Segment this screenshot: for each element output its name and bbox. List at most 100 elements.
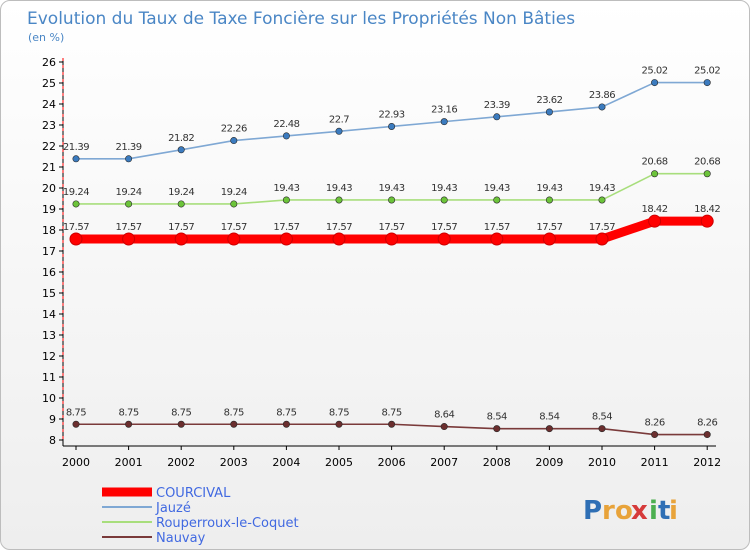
- data-label: 19.24: [116, 187, 142, 198]
- data-label: 17.57: [116, 222, 142, 233]
- data-label: 8.26: [697, 418, 717, 429]
- data-point: [598, 103, 606, 111]
- x-tick-label: 2011: [641, 456, 669, 469]
- chart-subtitle: (en %): [28, 31, 64, 44]
- data-labels: 8.75 8.75 8.75 8.75 8.75 8.75 8.75 8.64 8.54 8.54…: [63, 66, 721, 429]
- y-tick-label: 11: [42, 371, 56, 384]
- y-tick-label: 17: [42, 245, 56, 258]
- data-label: 18.42: [642, 204, 668, 215]
- data-label: 19.43: [431, 183, 457, 194]
- data-point: [388, 420, 396, 428]
- data-point: [332, 232, 346, 246]
- data-point: [651, 431, 659, 439]
- data-label: 17.57: [379, 222, 405, 233]
- x-tick-label: 2010: [588, 456, 616, 469]
- data-label: 21.39: [116, 142, 142, 153]
- data-point: [542, 232, 556, 246]
- x-tick-label: 2012: [693, 456, 721, 469]
- logo-letter: o: [615, 496, 633, 526]
- data-point: [227, 232, 241, 246]
- data-point: [703, 79, 711, 87]
- data-label: 23.39: [484, 100, 510, 111]
- data-point: [72, 420, 80, 428]
- y-tick-label: 15: [42, 287, 56, 300]
- x-tick-label: 2001: [115, 456, 143, 469]
- data-point: [437, 232, 451, 246]
- data-label: 19.24: [168, 187, 194, 198]
- y-tick-label: 23: [42, 119, 56, 132]
- data-label: 8.75: [276, 407, 296, 418]
- data-point: [648, 214, 662, 228]
- data-label: 8.54: [539, 412, 559, 423]
- data-label: 8.54: [592, 412, 612, 423]
- data-point: [125, 155, 133, 163]
- y-tick-label: 26: [42, 56, 56, 69]
- data-point: [335, 127, 343, 135]
- data-point: [174, 232, 188, 246]
- y-tick-label: 14: [42, 308, 56, 321]
- x-tick-label: 2003: [220, 456, 248, 469]
- data-point: [545, 108, 553, 116]
- x-tick-label: 2009: [535, 456, 563, 469]
- data-point: [703, 431, 711, 439]
- data-point: [72, 155, 80, 163]
- data-label: 17.57: [63, 222, 89, 233]
- y-tick-label: 10: [42, 392, 56, 405]
- data-point: [651, 170, 659, 178]
- data-point: [545, 196, 553, 204]
- y-tick-label: 8: [49, 434, 56, 447]
- data-point: [230, 200, 238, 208]
- data-label: 17.57: [484, 222, 510, 233]
- data-label: 19.43: [379, 183, 405, 194]
- chart-title: Evolution du Taux de Taxe Foncière sur l…: [27, 9, 575, 29]
- data-point: [282, 196, 290, 204]
- data-label: 22.93: [379, 109, 405, 120]
- data-label: 22.7: [329, 114, 349, 125]
- data-point: [490, 232, 504, 246]
- y-tick-label: 25: [42, 77, 56, 90]
- data-point: [703, 170, 711, 178]
- data-label: 20.68: [642, 157, 668, 168]
- data-point: [651, 79, 659, 87]
- data-label: 19.43: [589, 183, 615, 194]
- series-layer: [69, 79, 714, 439]
- y-tick-label: 20: [42, 182, 56, 195]
- data-label: 17.57: [221, 222, 247, 233]
- data-label: 8.75: [66, 407, 86, 418]
- data-point: [440, 423, 448, 431]
- data-label: 25.02: [694, 66, 720, 77]
- data-label: 19.43: [326, 183, 352, 194]
- data-label: 17.57: [431, 222, 457, 233]
- data-point: [493, 425, 501, 433]
- data-label: 17.57: [273, 222, 299, 233]
- data-point: [545, 425, 553, 433]
- legend-label: Jauzé: [155, 501, 191, 516]
- y-tick-label: 19: [42, 203, 56, 216]
- data-label: 23.16: [431, 105, 457, 116]
- data-label: 20.68: [694, 157, 720, 168]
- data-label: 8.75: [118, 407, 138, 418]
- axes: 8 9 10 11 12 13 14 15 16 17 18 19 20 21 22 23 24 25 26 2000…: [42, 56, 721, 469]
- logo-letter: i: [649, 496, 658, 526]
- data-label: 8.54: [487, 412, 507, 423]
- data-point: [230, 137, 238, 145]
- data-point: [595, 232, 609, 246]
- data-point: [388, 122, 396, 130]
- data-point: [72, 200, 80, 208]
- data-label: 8.75: [381, 407, 401, 418]
- legend-label: Nauvay: [156, 531, 206, 546]
- data-label: 23.86: [589, 90, 615, 101]
- data-label: 23.62: [536, 95, 562, 106]
- x-tick-label: 2000: [62, 456, 90, 469]
- data-label: 22.48: [273, 119, 299, 130]
- data-point: [125, 420, 133, 428]
- data-point: [282, 132, 290, 140]
- data-point: [388, 196, 396, 204]
- data-label: 19.43: [484, 183, 510, 194]
- data-label: 18.42: [694, 204, 720, 215]
- x-tick-label: 2007: [430, 456, 458, 469]
- data-point: [177, 200, 185, 208]
- y-tick-label: 16: [42, 266, 56, 279]
